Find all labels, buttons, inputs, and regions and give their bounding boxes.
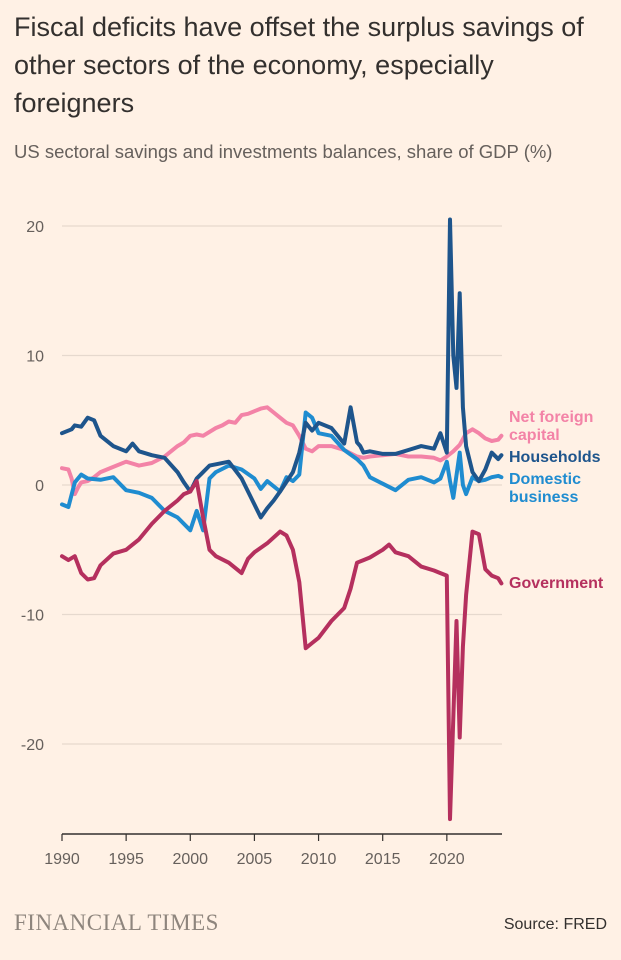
y-tick-label: 10	[26, 349, 44, 366]
y-tick-label: 20	[26, 219, 44, 236]
y-tick-label: -20	[21, 737, 44, 754]
ft-logo: FINANCIAL TIMES	[14, 910, 219, 935]
series-line-domestic-business	[60, 410, 504, 533]
series-line-net-foreign-capital	[60, 405, 504, 497]
y-tick-label: -10	[21, 608, 44, 625]
series-label-households: Households	[509, 449, 601, 466]
x-axis: 1990 1995 2000 2005 2010 2015 2020	[44, 833, 502, 868]
series-labels: Net foreign capital Households Domestic busi…	[509, 409, 604, 592]
series-label-government: Government	[509, 575, 604, 592]
chart-title: Fiscal deficits have offset the surplus …	[14, 12, 584, 118]
y-axis-ticks: 20 10 0 -10 -20	[21, 219, 44, 754]
x-tick-label: 2020	[429, 851, 465, 868]
x-tick-label: 2015	[365, 851, 401, 868]
series-line-government	[60, 479, 504, 822]
x-tick-label: 1995	[108, 851, 144, 868]
x-tick-label: 1990	[44, 851, 80, 868]
series-label-domestic-business: Domestic business	[509, 471, 581, 506]
chart-subtitle: US sectoral savings and investments bala…	[14, 141, 553, 162]
series-line-households	[60, 217, 504, 520]
x-tick-label: 2000	[172, 851, 208, 868]
y-tick-label: 0	[35, 478, 44, 495]
source-note: Source: FRED	[503, 916, 607, 933]
series-lines	[60, 217, 504, 822]
x-tick-label: 2005	[237, 851, 273, 868]
x-tick-label: 2010	[301, 851, 337, 868]
series-label-net-foreign-capital: Net foreign capital	[509, 409, 593, 444]
